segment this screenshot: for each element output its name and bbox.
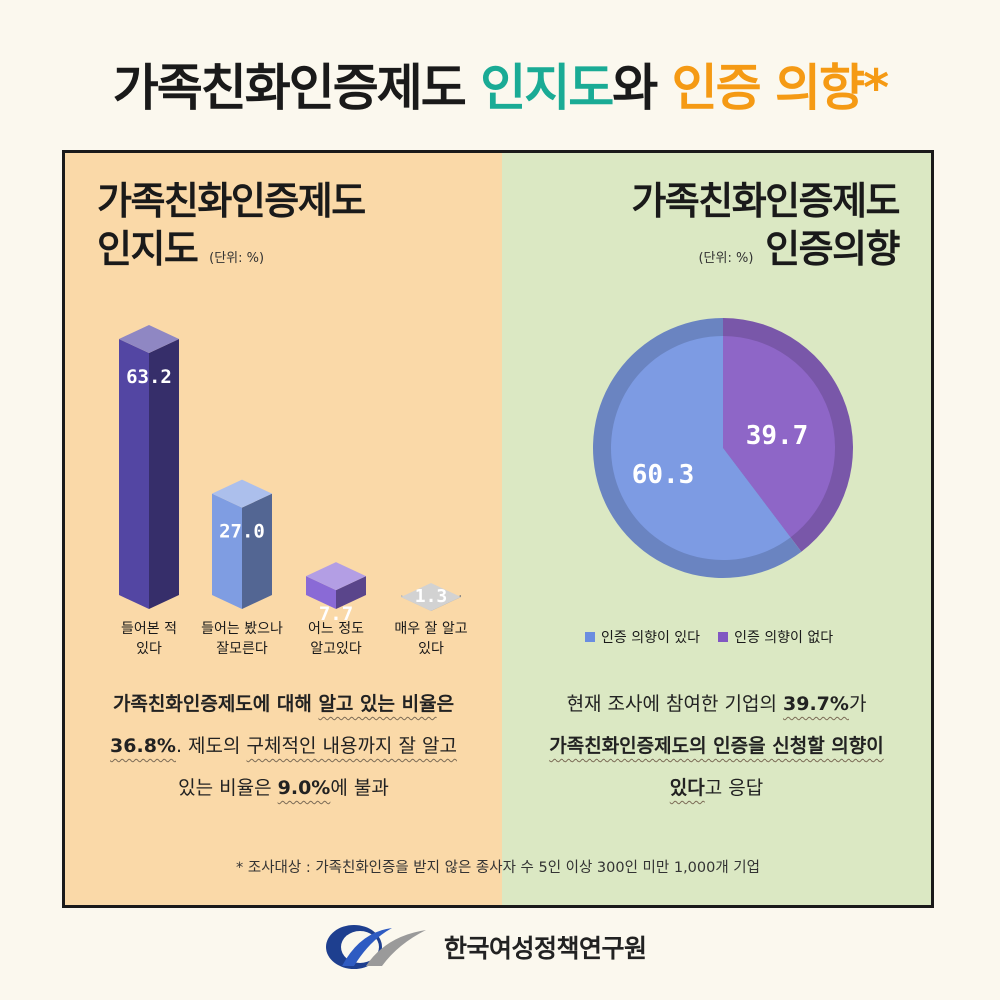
bar-category-label: 들어는 봤으나 잘모른다: [201, 621, 283, 657]
pie-value-label-yes: 60.3: [632, 460, 695, 490]
institute-logo: 한국여성정책연구원: [320, 922, 647, 972]
bar-right-face: [336, 576, 366, 609]
bar-value-label: 1.3: [415, 586, 448, 607]
bar-top-face: [119, 325, 179, 353]
awareness-description: 가족친화인증제도에 대해 알고 있는 비율은 36.8%. 제도의 구체적인 내…: [110, 693, 457, 799]
bar-top-face: [212, 479, 272, 508]
bar-category-label: 들어본 적 있다: [121, 621, 177, 657]
footnote: * 조사대상 : 가족친화인증을 받지 않은 종사자 수 5인 이상 300인 …: [236, 860, 760, 876]
awareness-unit: (단위: %): [209, 251, 265, 266]
legend-swatch-no: [718, 632, 729, 642]
bar-top-face: [401, 583, 461, 611]
charts-canvas: 63.2 27.0 7.7 1.3 39.7 60.3: [119, 318, 854, 625]
intention-unit: (단위: %): [698, 251, 754, 266]
pie-value-label-no: 39.7: [746, 421, 809, 451]
infographic-frame: 가족친화인증제도 인지도 (단위: %) 가족친화인증제도 (단위: %) 인증…: [62, 150, 934, 908]
bar-left-face: [212, 493, 242, 609]
bar-value-label: 27.0: [219, 521, 265, 543]
bar-value-label: 63.2: [126, 366, 172, 388]
intention-title: 가족친화인증제도 (단위: %) 인증의향: [631, 179, 900, 271]
bar-left-face: [306, 576, 336, 609]
pie-slice-yes: [611, 336, 791, 560]
intention-description: 현재 조사에 참여한 기업의 39.7%가 가족친화인증제도의 인증을 신청할 …: [549, 693, 884, 799]
bar-category-label: 매우 잘 알고 있다: [394, 621, 468, 657]
bar-value-label: 7.7: [319, 603, 353, 625]
bar-right-face: [149, 339, 179, 609]
legend-item-yes: 인증 의향이 있다: [585, 627, 700, 647]
bar-top-face: [306, 562, 366, 591]
pie-slice-no: [723, 336, 836, 538]
institute-name: 한국여성정책연구원: [444, 934, 647, 963]
pie-legend: 인증 의향이 있다 인증 의향이 없다: [585, 627, 833, 647]
bar-left-face: [119, 339, 149, 609]
awareness-title: 가족친화인증제도 인지도 (단위: %): [97, 179, 366, 271]
bar-right-face: [242, 493, 272, 609]
bar-category-label: 어느 정도 알고있다: [308, 621, 364, 657]
legend-item-no: 인증 의향이 없다: [718, 627, 833, 647]
kwdi-swoosh-logo-icon: [326, 925, 426, 969]
page-title: 가족친화인증제도 인지도와 인증 의향*: [112, 59, 889, 117]
legend-swatch-yes: [585, 632, 595, 642]
